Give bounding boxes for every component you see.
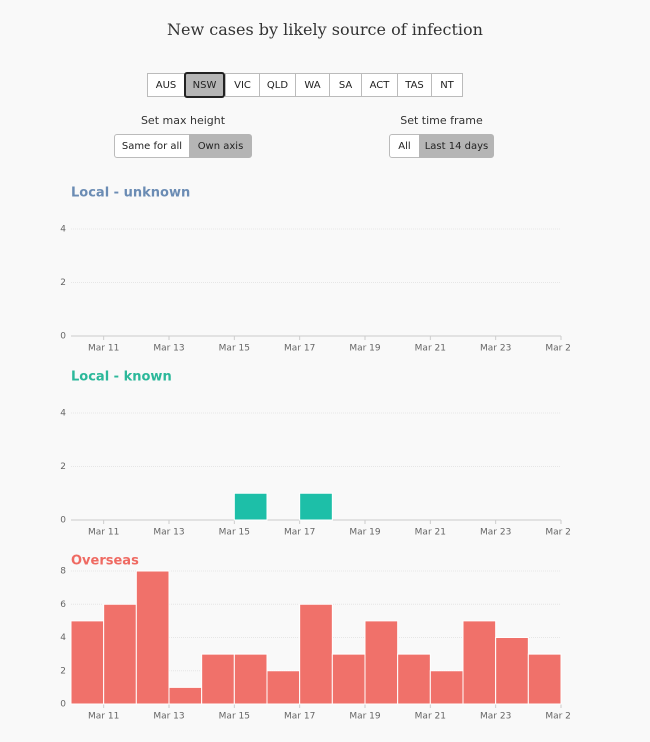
x-tick-label: Mar 23 xyxy=(480,528,511,538)
y-tick-label: 4 xyxy=(60,225,66,235)
x-tick-label: Mar 13 xyxy=(153,344,184,354)
x-tick-label: Mar 25 xyxy=(545,528,570,538)
x-tick-label: Mar 21 xyxy=(415,712,446,722)
toggle-option[interactable]: Last 14 days xyxy=(419,134,494,158)
x-tick-label: Mar 19 xyxy=(349,528,381,538)
x-tick-label: Mar 21 xyxy=(415,344,446,354)
y-tick-label: 2 xyxy=(60,278,66,288)
region-button[interactable]: AUS xyxy=(147,73,185,97)
bar xyxy=(495,637,529,705)
bar xyxy=(397,653,431,705)
bar xyxy=(266,670,301,705)
y-tick-label: 2 xyxy=(60,666,66,676)
x-tick-label: Mar 23 xyxy=(480,712,511,722)
toggle-option[interactable]: All xyxy=(389,134,420,158)
y-tick-label: 8 xyxy=(60,567,66,577)
bar xyxy=(233,653,268,705)
region-button[interactable]: NSW xyxy=(184,72,225,98)
region-button[interactable]: NT xyxy=(431,73,463,97)
bar xyxy=(429,670,464,705)
bar xyxy=(103,603,137,705)
toggle-option[interactable]: Same for all xyxy=(114,134,190,158)
y-tick-label: 4 xyxy=(60,409,66,419)
x-tick-label: Mar 23 xyxy=(480,344,511,354)
bar xyxy=(70,620,105,705)
x-tick-label: Mar 11 xyxy=(88,344,119,354)
x-tick-label: Mar 19 xyxy=(349,712,381,722)
bar xyxy=(299,603,333,705)
chart-title: Overseas xyxy=(71,554,139,569)
bar xyxy=(135,570,170,705)
y-tick-label: 2 xyxy=(60,462,66,472)
x-tick-label: Mar 19 xyxy=(349,344,381,354)
bar xyxy=(299,492,333,521)
y-tick-label: 0 xyxy=(60,700,66,710)
x-tick-label: Mar 21 xyxy=(415,528,446,538)
chart-title: Local - known xyxy=(71,370,172,385)
charts: Local - unknown 0 2 4 Mar 11 Mar 13 Mar 15 Mar … xyxy=(60,186,570,722)
x-tick-label: Mar 15 xyxy=(219,344,250,354)
x-tick-label: Mar 11 xyxy=(88,712,119,722)
x-tick-label: Mar 11 xyxy=(88,528,119,538)
toggle-option[interactable]: Own axis xyxy=(189,134,252,158)
region-button[interactable]: VIC xyxy=(225,73,260,97)
region-button[interactable]: TAS xyxy=(397,73,432,97)
y-tick-label: 0 xyxy=(60,516,66,526)
x-tick-label: Mar 13 xyxy=(153,528,184,538)
bar xyxy=(462,620,497,705)
bar xyxy=(168,686,203,705)
x-tick-label: Mar 25 xyxy=(545,344,570,354)
control-label: Set time frame xyxy=(400,114,483,127)
chart-title: Local - unknown xyxy=(71,186,190,201)
region-button[interactable]: QLD xyxy=(259,73,296,97)
bar xyxy=(233,492,268,521)
x-tick-label: Mar 17 xyxy=(284,712,315,722)
bar xyxy=(527,653,562,705)
x-tick-label: Mar 15 xyxy=(219,712,250,722)
x-tick-label: Mar 15 xyxy=(219,528,250,538)
bar xyxy=(364,620,399,705)
bar xyxy=(201,653,235,705)
page-title: New cases by likely source of infection xyxy=(167,20,483,39)
region-button[interactable]: ACT xyxy=(361,73,398,97)
x-tick-label: Mar 17 xyxy=(284,528,315,538)
y-tick-label: 4 xyxy=(60,633,66,643)
x-tick-label: Mar 25 xyxy=(545,712,570,722)
region-button[interactable]: SA xyxy=(329,73,362,97)
bar xyxy=(331,653,366,705)
x-tick-label: Mar 13 xyxy=(153,712,184,722)
x-tick-label: Mar 17 xyxy=(284,344,315,354)
y-tick-label: 6 xyxy=(60,600,66,610)
control-label: Set max height xyxy=(140,114,226,127)
y-tick-label: 0 xyxy=(60,332,66,342)
region-button[interactable]: WA xyxy=(295,73,330,97)
